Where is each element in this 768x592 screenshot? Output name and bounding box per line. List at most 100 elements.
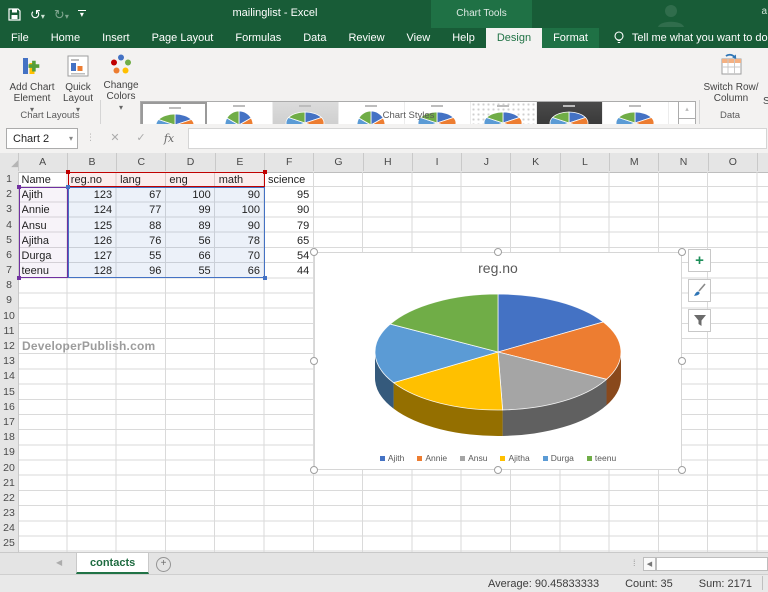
pie-chart-area[interactable]: reg.no Ajith Annie Ansu Ajitha Durga teenu [314,252,682,470]
cancel-formula-button[interactable]: ✕ [110,132,120,144]
cell-C3[interactable]: 77 [149,204,162,217]
row-header-7[interactable]: 7 [6,264,12,277]
cell-E6[interactable]: 70 [247,249,260,262]
tab-design[interactable]: Design [485,28,543,48]
cell-F4[interactable]: 79 [297,219,310,232]
cell-B7[interactable]: 128 [93,265,113,278]
cell-E5[interactable]: 78 [247,234,260,247]
sheet-nav-left-icon[interactable]: ◀ [56,558,63,567]
cell-C2[interactable]: 67 [149,189,162,202]
column-header-O[interactable]: O [709,153,758,171]
cell-A5[interactable]: Ajitha [21,234,50,247]
column-header-B[interactable]: B [68,153,118,171]
tab-splitter-icon[interactable]: ⁞ [633,558,636,568]
cell-A7[interactable]: teenu [21,265,50,278]
row-header-22[interactable]: 22 [3,491,15,504]
cell-B3[interactable]: 124 [93,204,113,217]
account-avatar[interactable] [648,3,694,27]
horizontal-scrollbar[interactable] [656,557,768,571]
column-header-E[interactable]: E [216,153,265,171]
cell-F5[interactable]: 65 [297,234,310,247]
row-header-14[interactable]: 14 [3,370,15,383]
gallery-scroll-up-button[interactable]: ▴ [678,101,696,119]
tab-formulas[interactable]: Formulas [235,32,282,44]
chart-selection-handle[interactable] [310,248,318,256]
row-header-2[interactable]: 2 [6,188,12,201]
row-header-3[interactable]: 3 [6,203,12,216]
column-header-L[interactable]: L [561,153,611,171]
chart-selection-handle[interactable] [678,466,686,474]
cell-D7[interactable]: 55 [198,265,211,278]
sheet-tab-contacts[interactable]: contacts [76,553,150,574]
row-header-20[interactable]: 20 [3,461,15,474]
name-box[interactable]: Chart 2 [6,128,78,149]
row-header-5[interactable]: 5 [6,233,12,246]
chart-selection-handle[interactable] [310,466,318,474]
switch-row-column-button[interactable]: Switch Row/ Column [702,53,760,104]
name-box-dropdown-icon[interactable]: ▾ [68,134,73,143]
cell-A4[interactable]: Ansu [21,219,47,232]
row-header-11[interactable]: 11 [3,324,15,337]
save-icon[interactable] [8,7,21,21]
legend-item-ajitha[interactable]: Ajitha [500,453,530,463]
insert-function-button[interactable]: fx [163,132,175,145]
cell-C4[interactable]: 88 [149,219,162,232]
column-header-H[interactable]: H [364,153,413,171]
cell-B6[interactable]: 127 [93,249,113,262]
column-header-M[interactable]: M [610,153,660,171]
legend-item-teenu[interactable]: teenu [586,453,616,463]
customize-qat-button[interactable]: ▾ [77,9,86,19]
select-data-button-partial[interactable]: S [763,96,768,107]
cell-F1[interactable]: science [268,174,306,186]
change-colors-button[interactable]: Change Colors ▾ [103,53,139,113]
tab-help[interactable]: Help [452,32,475,44]
tab-data[interactable]: Data [303,32,327,44]
row-header-6[interactable]: 6 [6,248,12,261]
range-handle[interactable] [263,170,267,174]
redo-button[interactable]: ↻▾ [53,6,69,22]
tab-insert[interactable]: Insert [102,32,130,44]
row-header-8[interactable]: 8 [6,279,12,292]
column-header-J[interactable]: J [462,153,512,171]
cell-E2[interactable]: 90 [247,189,260,202]
row-header-9[interactable]: 9 [6,294,12,307]
cell-A2[interactable]: Ajith [21,189,43,202]
cell-A1[interactable]: Name [21,174,51,186]
column-header-I[interactable]: I [413,153,463,171]
row-header-4[interactable]: 4 [6,218,12,231]
cell-A3[interactable]: Annie [21,204,50,217]
row-header-1[interactable]: 1 [6,173,12,185]
cell-D1[interactable]: eng [169,174,188,186]
cell-D4[interactable]: 89 [198,219,211,232]
cell-A6[interactable]: Durga [21,249,52,262]
tell-me-box[interactable]: Tell me what you want to do [613,28,768,48]
cell-F6[interactable]: 54 [297,249,310,262]
column-header-C[interactable]: C [117,153,167,171]
column-header-D[interactable]: D [166,153,216,171]
formula-bar-splitter[interactable]: ⋮ [86,132,95,142]
row-header-21[interactable]: 21 [3,476,15,489]
chart-title[interactable]: reg.no [478,260,518,276]
formula-input[interactable] [188,128,767,149]
cell-B1[interactable]: reg.no [70,174,102,186]
select-all-corner[interactable]: ◢ [0,153,19,171]
cell-B2[interactable]: 123 [93,189,113,202]
cell-C5[interactable]: 76 [149,234,162,247]
cell-E7[interactable]: 66 [247,265,260,278]
range-handle[interactable] [16,185,21,190]
chart-selection-handle[interactable] [494,248,502,256]
tab-view[interactable]: View [406,32,431,44]
cell-C6[interactable]: 55 [149,249,162,262]
legend-item-durga[interactable]: Durga [542,453,574,463]
range-handle[interactable] [65,170,70,174]
cell-F7[interactable]: 44 [297,265,310,278]
cell-F3[interactable]: 90 [297,204,310,217]
tab-format[interactable]: Format [542,28,599,48]
range-handle[interactable] [263,276,267,281]
chart-selection-handle[interactable] [678,248,686,256]
column-header-G[interactable]: G [314,153,364,171]
tab-page-layout[interactable]: Page Layout [151,32,214,44]
range-handle[interactable] [65,185,70,190]
row-header-13[interactable]: 13 [3,355,15,368]
legend-item-ajith[interactable]: Ajith [379,453,404,463]
